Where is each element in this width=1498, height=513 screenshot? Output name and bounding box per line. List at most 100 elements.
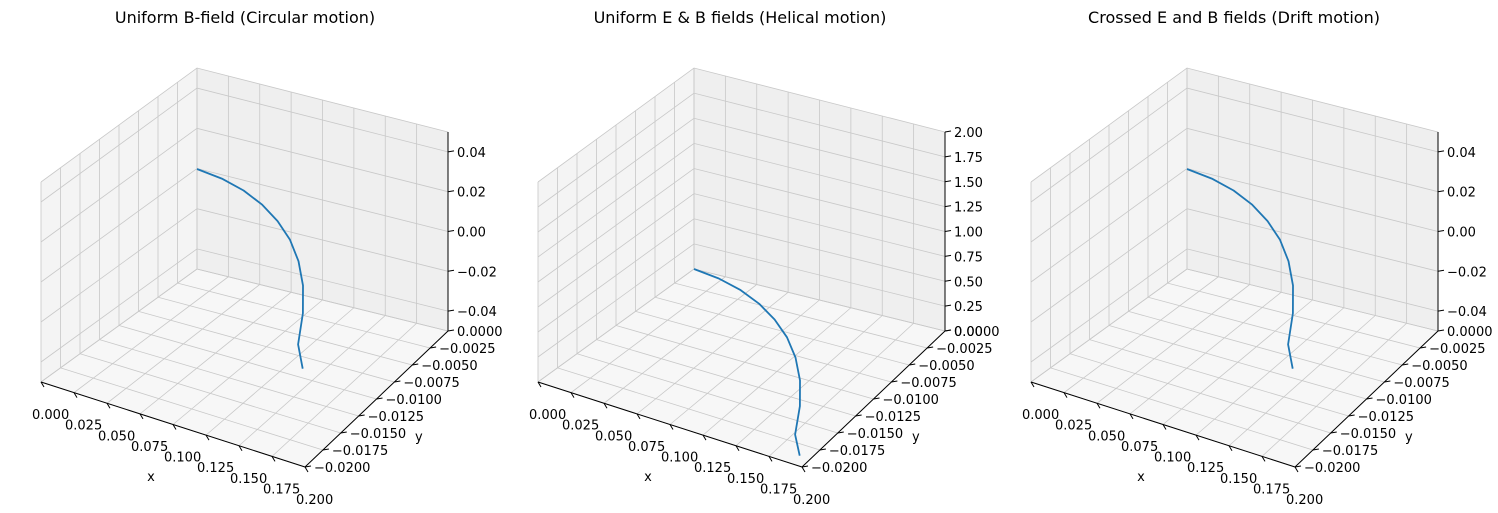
x-tick: [40, 381, 45, 388]
x-tick-label: 0.000: [32, 408, 69, 423]
y-tick-label: −0.0125: [865, 410, 921, 425]
subplot-3: Crossed E and B fields (Drift motion) 0.…: [1022, 8, 1493, 508]
z-tick-label: 1.75: [954, 151, 983, 166]
y-tick: [1366, 397, 1373, 400]
z-gridline: [1030, 168, 1439, 283]
y-tick-label: −0.0075: [900, 376, 956, 391]
z-tick-label: −0.04: [1447, 305, 1487, 320]
y-tick: [1402, 363, 1409, 366]
trajectory-line: [693, 268, 801, 456]
z-tick-label: 0.75: [954, 250, 983, 265]
z-gridline: [40, 208, 449, 323]
z-tick-label: −0.04: [457, 305, 497, 320]
z-tick-label: 0.00: [457, 226, 486, 241]
y-tick: [891, 380, 898, 383]
y-tick: [1330, 431, 1337, 434]
floor-pane: [1031, 269, 1438, 467]
z-gridline: [537, 168, 946, 283]
x-tick-label: 0.150: [727, 472, 764, 487]
y-tick: [394, 380, 401, 383]
y-tick-label: −0.0025: [1429, 342, 1485, 357]
x-tick: [1096, 402, 1101, 409]
y-tick: [447, 329, 455, 332]
y-tick-label: −0.0150: [1340, 427, 1396, 442]
y-tick: [412, 363, 419, 366]
y-tick: [909, 363, 916, 366]
floor-pane: [41, 269, 448, 467]
z-tick: [447, 309, 455, 312]
x-tick: [304, 466, 309, 473]
z-gridline: [537, 243, 946, 358]
x-tick-label: 0.200: [296, 493, 333, 508]
z-gridline: [537, 142, 946, 258]
z-gridline: [40, 67, 449, 183]
x-tick-label: 0.050: [595, 429, 632, 444]
z-gridline: [537, 117, 946, 233]
y-tick-label: −0.0125: [1358, 410, 1414, 425]
y-tick-label: −0.0100: [1376, 393, 1432, 408]
x-tick-label: 0.175: [263, 482, 300, 497]
y-tick-label: −0.0075: [1393, 376, 1449, 391]
z-gridline: [40, 127, 449, 243]
x-tick: [570, 392, 575, 398]
z-gridline: [40, 268, 449, 383]
z-tick: [944, 205, 952, 208]
subplot-3-title: Crossed E and B fields (Drift motion): [1088, 8, 1380, 27]
x-axis-label: x: [644, 470, 652, 485]
x-tick-label: 0.175: [760, 482, 797, 497]
x-tick-label: 0.125: [197, 461, 234, 476]
z-tick-label: 1.00: [954, 226, 983, 241]
x-tick: [1129, 413, 1134, 420]
z-gridline: [537, 193, 946, 308]
z-tick-label: −0.02: [457, 265, 497, 280]
x-tick-label: 0.150: [230, 472, 267, 487]
x-tick: [139, 413, 144, 420]
z-gridline: [1030, 87, 1439, 203]
z-gridline: [1030, 208, 1439, 323]
y-tick-label: −0.0050: [421, 359, 477, 374]
x-tick: [702, 434, 707, 441]
x-tick-label: 0.200: [793, 493, 830, 508]
x-tick: [1261, 456, 1266, 462]
y-tick-label: −0.0125: [368, 410, 424, 425]
subplot-2-title: Uniform E & B fields (Helical motion): [594, 8, 887, 27]
y-tick: [358, 414, 365, 417]
y-tick-label: −0.0175: [1322, 444, 1378, 459]
x-tick: [205, 434, 210, 441]
z-tick: [944, 279, 952, 282]
x-tick: [801, 466, 806, 473]
z-gridline: [537, 218, 946, 333]
z-gridline: [537, 92, 946, 208]
y-tick-label: 0.0000: [457, 325, 503, 340]
y-tick: [1420, 346, 1427, 349]
x-tick-label: 0.100: [661, 451, 698, 466]
z-tick-label: 0.25: [954, 300, 983, 315]
x-tick-label: 0.075: [1121, 440, 1158, 455]
y-axis-label: y: [1405, 430, 1413, 445]
subplot-2: Uniform E & B fields (Helical motion) 0.…: [529, 8, 1000, 508]
y-axis-label: y: [912, 430, 920, 445]
y-tick: [927, 346, 934, 349]
z-gridline: [1030, 248, 1439, 363]
z-tick: [1437, 269, 1445, 272]
x-tick-label: 0.000: [529, 408, 566, 423]
y-tick-label: −0.0025: [936, 342, 992, 357]
z-tick: [1437, 190, 1445, 193]
z-gridline: [40, 87, 449, 203]
y-tick: [1312, 448, 1319, 451]
y-tick-label: 0.0000: [1447, 325, 1493, 340]
x-tick-label: 0.150: [1220, 472, 1257, 487]
x-tick: [106, 402, 111, 409]
x-tick: [768, 456, 773, 462]
x-tick: [537, 381, 542, 388]
x-tick-label: 0.100: [164, 451, 201, 466]
x-tick: [1162, 424, 1167, 430]
y-tick-label: −0.0050: [1411, 359, 1467, 374]
subplot-1-axes: 0.0000.0250.0500.0750.1000.1250.1500.175…: [32, 67, 503, 508]
y-tick: [873, 397, 880, 400]
z-tick: [1437, 230, 1445, 232]
z-tick: [944, 304, 952, 307]
x-tick-label: 0.100: [1154, 451, 1191, 466]
x-tick: [271, 456, 276, 462]
x-tick: [1030, 381, 1035, 388]
